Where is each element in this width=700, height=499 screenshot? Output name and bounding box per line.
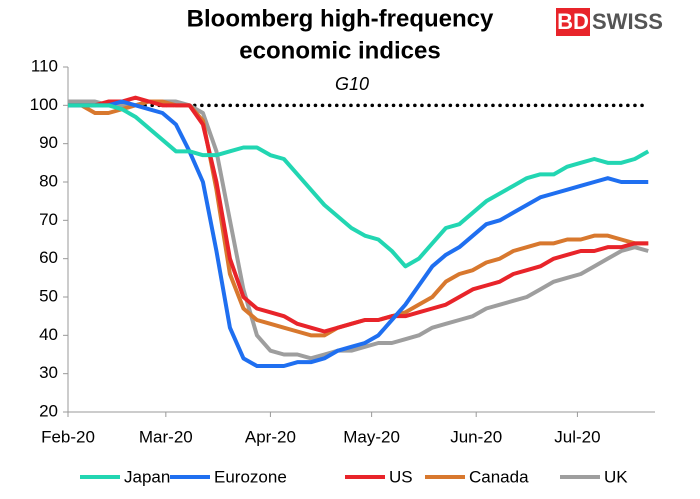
y-tick-label: 80	[39, 171, 58, 190]
logo-text: SWISS	[592, 9, 663, 34]
x-tick-label: Jul-20	[554, 427, 600, 446]
legend-label: Canada	[469, 467, 529, 486]
chart-title: Bloomberg high-frequency	[187, 5, 494, 32]
logo-mark: BD	[557, 9, 589, 34]
logo-box	[556, 8, 590, 36]
x-tick-label: May-20	[343, 427, 400, 446]
series-line	[68, 95, 649, 334]
x-tick-label: Jun-20	[450, 427, 502, 446]
chart-subtitle: G10	[335, 74, 369, 94]
legend-label: US	[389, 467, 413, 486]
legend-label: UK	[604, 467, 628, 486]
y-tick-label: 50	[39, 286, 58, 305]
series-line	[68, 99, 649, 368]
x-tick-label: Feb-20	[41, 427, 95, 446]
legend-label: Eurozone	[214, 467, 287, 486]
chart-title: economic indices	[239, 37, 440, 64]
y-tick-label: 90	[39, 133, 58, 152]
y-tick-label: 100	[30, 95, 58, 114]
y-tick-label: 110	[31, 56, 58, 75]
y-tick-label: 20	[39, 401, 58, 420]
y-tick-label: 40	[39, 325, 58, 344]
y-tick-label: 70	[39, 210, 58, 229]
x-tick-label: Apr-20	[245, 427, 296, 446]
legend-label: Japan	[124, 467, 170, 486]
y-tick-label: 60	[39, 248, 58, 267]
series-line	[68, 103, 650, 269]
series-line	[68, 99, 649, 338]
x-tick-label: Mar-20	[139, 427, 193, 446]
y-tick-label: 30	[39, 363, 58, 382]
